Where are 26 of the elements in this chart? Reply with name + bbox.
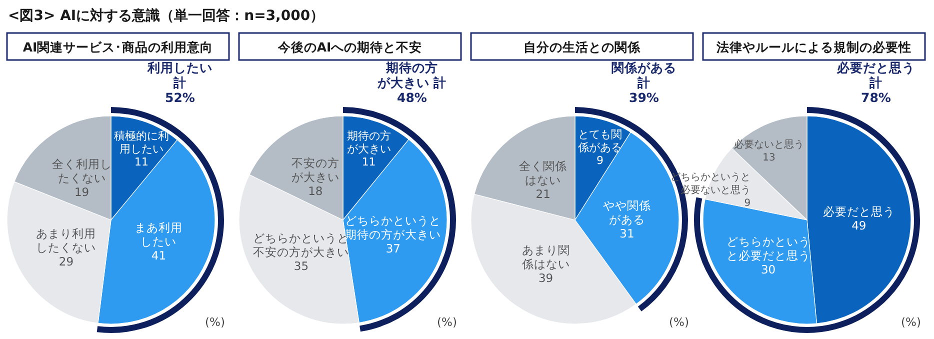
slice-label: 不安の方が大きい 18 bbox=[291, 156, 340, 198]
slice-label: 全く利用したくない 19 bbox=[52, 157, 112, 199]
text: 計78% bbox=[861, 75, 891, 105]
text: (%) bbox=[205, 315, 225, 329]
chart-title: 今後のAIへの期待と不安 bbox=[276, 40, 422, 54]
slice-label: 全く関係はない 21 bbox=[519, 158, 568, 201]
slice-label: やや関係がある 31 bbox=[602, 198, 651, 240]
slice-label: あまり利用したくない 29 bbox=[36, 226, 96, 268]
slice-label: 必要だと思う bbox=[836, 60, 915, 75]
text: <図3> AIに対する意識（単一回答：n=3,000） bbox=[8, 7, 324, 24]
chart-title: AI関連サービス･商品の利用意向 bbox=[22, 40, 214, 54]
text: (%) bbox=[669, 315, 689, 329]
text: 利用したい計52% bbox=[146, 60, 212, 105]
chart-title: 自分の生活との関係 bbox=[524, 40, 642, 54]
text: 期待の方が大きい 計48% bbox=[376, 60, 447, 105]
slice-label: まあ利用したい 41 bbox=[134, 220, 183, 263]
slice-label: 必要ないと思う 13 bbox=[734, 140, 804, 164]
chart-title: 法律やルールによる規制の必要性 bbox=[716, 40, 912, 54]
slice-label: どちらかというと必要だと思う 30 bbox=[726, 234, 810, 277]
text: (%) bbox=[901, 315, 921, 329]
slice-label: 必要だと思う 49 bbox=[822, 204, 895, 233]
slice-label: 期待の方が大きい 11 bbox=[346, 130, 391, 168]
text: (%) bbox=[437, 315, 457, 329]
text: 関係がある計39% bbox=[612, 60, 676, 105]
slice-label: 積極的に利用したい 11 bbox=[114, 130, 169, 169]
slice-label: あまり関係はない 39 bbox=[522, 243, 570, 285]
